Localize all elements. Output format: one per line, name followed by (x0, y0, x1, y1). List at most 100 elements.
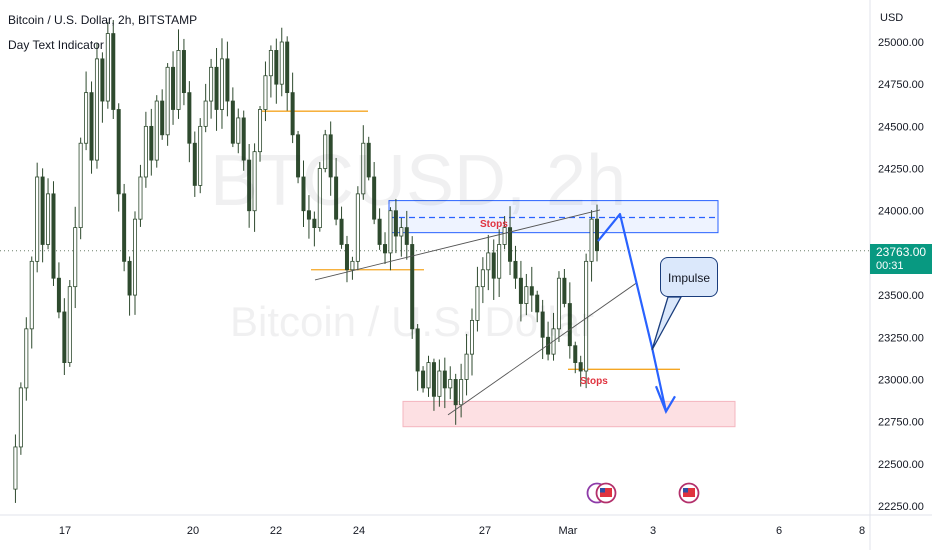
wedge-upper-line[interactable] (314, 209, 601, 281)
price-axis-label: 22750.00 (878, 417, 924, 429)
candle (508, 227, 513, 262)
price-axis-label: 24000.00 (878, 206, 924, 218)
callout-pointer (651, 296, 683, 351)
candle (176, 50, 181, 110)
candle (29, 260, 34, 330)
impulse-callout[interactable]: Impulse (660, 257, 718, 297)
candle (437, 370, 442, 397)
candle (214, 66, 219, 110)
candle (247, 159, 252, 212)
candle (334, 176, 339, 220)
candle (165, 66, 170, 136)
time-axis-label: 17 (59, 525, 71, 537)
candle (203, 100, 208, 127)
candle (595, 218, 600, 252)
candle (366, 142, 371, 178)
projection-arrow[interactable] (597, 213, 668, 412)
candle (171, 66, 176, 110)
candle (355, 193, 360, 262)
candle (56, 277, 61, 313)
candle (377, 218, 382, 245)
candle (89, 92, 94, 161)
candle (480, 269, 485, 288)
candle (312, 218, 317, 228)
candle (230, 100, 235, 144)
candle (192, 142, 197, 186)
candle (562, 277, 567, 304)
candle (578, 362, 583, 372)
candle (567, 303, 572, 347)
us-event-icon-1-stripes (600, 488, 612, 497)
price-axis-label: 22250.00 (878, 501, 924, 513)
candle (105, 33, 110, 102)
candle (524, 286, 529, 304)
candle (388, 210, 393, 254)
candle (160, 100, 165, 136)
candle (393, 210, 398, 237)
time-axis-label: 27 (479, 525, 491, 537)
candle (399, 227, 404, 237)
candle (502, 227, 507, 245)
candle (84, 92, 89, 144)
candle (198, 125, 203, 186)
candle (301, 176, 306, 212)
wedge-lower-line[interactable] (447, 282, 637, 416)
candle (116, 109, 121, 195)
candle (540, 311, 545, 338)
candle (328, 134, 333, 178)
candle (306, 210, 311, 220)
candle (453, 379, 458, 406)
resistance-zone[interactable] (388, 200, 719, 234)
indicator-label[interactable]: Day Text Indicator (8, 38, 104, 52)
candle (529, 286, 534, 296)
candle (556, 277, 561, 330)
candle (111, 33, 116, 110)
candle (258, 109, 263, 153)
candle (187, 92, 192, 144)
candle (448, 379, 453, 389)
candle (410, 244, 415, 330)
current-price-label: 23763.00 (870, 244, 932, 259)
time-axis-label: 6 (776, 525, 782, 537)
candle (372, 176, 377, 220)
candle (584, 260, 589, 372)
candle (339, 218, 344, 245)
candle (138, 176, 143, 220)
candle (317, 168, 322, 229)
time-axis-label: 8 (859, 525, 865, 537)
candle (464, 353, 469, 380)
candle (127, 260, 132, 296)
target-zone[interactable] (402, 400, 736, 428)
candle (268, 50, 273, 77)
us-event-icon-1-canton (600, 488, 605, 493)
candle (442, 370, 447, 389)
candle (236, 117, 241, 144)
candle (94, 58, 99, 161)
price-axis-currency: USD (880, 12, 903, 24)
candle (219, 58, 224, 110)
candle (491, 252, 496, 279)
candle (18, 387, 23, 448)
candle (518, 277, 523, 304)
candle (13, 446, 18, 490)
us-event-icon-2-stripes (683, 488, 695, 497)
candle (40, 176, 45, 245)
bar-countdown-label: 00:31 (870, 259, 932, 274)
candle (62, 311, 67, 363)
price-axis-label: 25000.00 (878, 37, 924, 49)
price-axis-label: 23000.00 (878, 374, 924, 386)
time-axis-label: 3 (650, 525, 656, 537)
price-axis-label: 24250.00 (878, 164, 924, 176)
candle (263, 75, 268, 110)
candle (73, 227, 78, 288)
candle (459, 379, 464, 406)
candle (469, 319, 474, 355)
candle (404, 227, 409, 245)
candle (323, 134, 328, 169)
stops-label-upper: Stops (480, 219, 508, 230)
candle (143, 125, 148, 178)
candle (415, 328, 420, 372)
candle (35, 176, 40, 262)
candle (361, 142, 366, 195)
